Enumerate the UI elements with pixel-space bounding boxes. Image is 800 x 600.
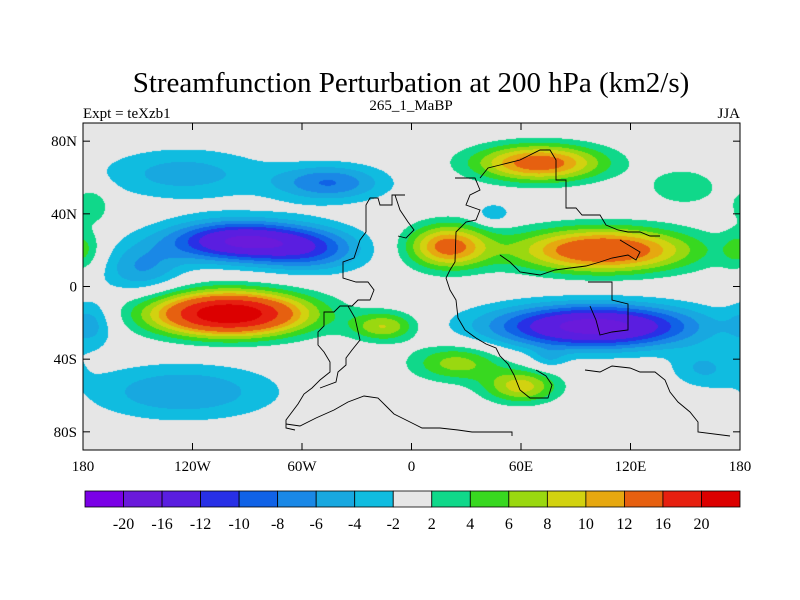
colorbar-swatch — [469, 490, 510, 508]
colorbar-label: 2 — [428, 516, 436, 533]
colorbar-label: -4 — [348, 516, 361, 533]
colorbar-label: -2 — [387, 516, 400, 533]
coastline-indonesia — [588, 281, 629, 336]
y-tick-label: 80S — [54, 425, 77, 441]
coastline-americas — [285, 194, 405, 431]
x-tick-label: 120E — [615, 459, 647, 475]
colorbar-label: -12 — [190, 516, 211, 533]
colorbar-swatch — [585, 490, 625, 508]
x-tick-label: 60E — [509, 459, 533, 475]
coastline-eurasia-north — [479, 149, 660, 237]
coastline-antarctica — [285, 395, 513, 436]
x-tick-label: 60W — [287, 459, 317, 475]
colorbar-swatch — [123, 490, 163, 508]
season-label: JJA — [717, 106, 740, 122]
chart-title: Streamfunction Perturbation at 200 hPa (… — [133, 67, 690, 99]
colorbar-label: -16 — [151, 516, 172, 533]
colorbar-label: -8 — [271, 516, 284, 533]
colorbar-label: 20 — [693, 516, 709, 533]
colorbar-label: 4 — [466, 516, 474, 533]
contour-field — [83, 123, 740, 450]
colorbar-swatch — [546, 490, 587, 508]
x-tick-label: 180 — [72, 459, 95, 475]
colorbar-label: 8 — [543, 516, 551, 533]
run-label: 265_1_MaBP — [369, 98, 452, 114]
coastline-australia — [584, 365, 731, 437]
plot-area: 80N 40N 0 40S 80S 180 120W 60W 0 60E 120E 180 — [51, 122, 752, 475]
coastlines — [285, 149, 731, 437]
colorbar-swatch — [392, 490, 433, 508]
colorbar-swatch — [84, 490, 124, 508]
colorbar-swatch — [624, 490, 664, 508]
coastline-greenland — [394, 194, 415, 239]
colorbar-swatch — [277, 490, 317, 508]
y-tick-label: 80N — [51, 134, 77, 150]
x-tick-label: 180 — [729, 459, 752, 475]
colorbar-label: 10 — [578, 516, 594, 533]
colorbar-swatch — [315, 490, 356, 508]
colorbar-label: -10 — [228, 516, 249, 533]
colorbar-swatch — [200, 490, 240, 508]
colorbar-swatch — [662, 490, 702, 508]
colorbar-label: 12 — [616, 516, 632, 533]
colorbar-label: 16 — [655, 516, 671, 533]
colorbar-swatch — [701, 490, 741, 508]
colorbar-swatch — [431, 490, 471, 508]
y-tick-label: 0 — [70, 280, 78, 296]
colorbar-swatch — [354, 490, 394, 508]
y-tick-label: 40N — [51, 207, 77, 223]
colorbar-swatch — [161, 490, 201, 508]
colorbar-swatch — [508, 490, 548, 508]
coastline-south-america-east — [319, 305, 361, 389]
coastline-asia-south — [499, 239, 641, 276]
colorbar-label: -20 — [113, 516, 134, 533]
colorbar: -20 -16 -12 -10 -8 -6 -4 -2 2 4 6 8 10 12 16 20 — [84, 490, 741, 533]
coastline-europe-africa — [445, 177, 553, 399]
colorbar-label: -6 — [310, 516, 323, 533]
x-tick-label: 120W — [174, 459, 212, 475]
y-tick-label: 40S — [54, 352, 77, 368]
x-tick-label: 0 — [408, 459, 416, 475]
colorbar-label: 6 — [505, 516, 513, 533]
experiment-label: Expt = teXzb1 — [83, 106, 171, 122]
colorbar-swatch — [238, 490, 279, 508]
y-axis: 80N 40N 0 40S 80S — [51, 134, 740, 441]
x-axis: 180 120W 60W 0 60E 120E 180 — [72, 123, 752, 475]
